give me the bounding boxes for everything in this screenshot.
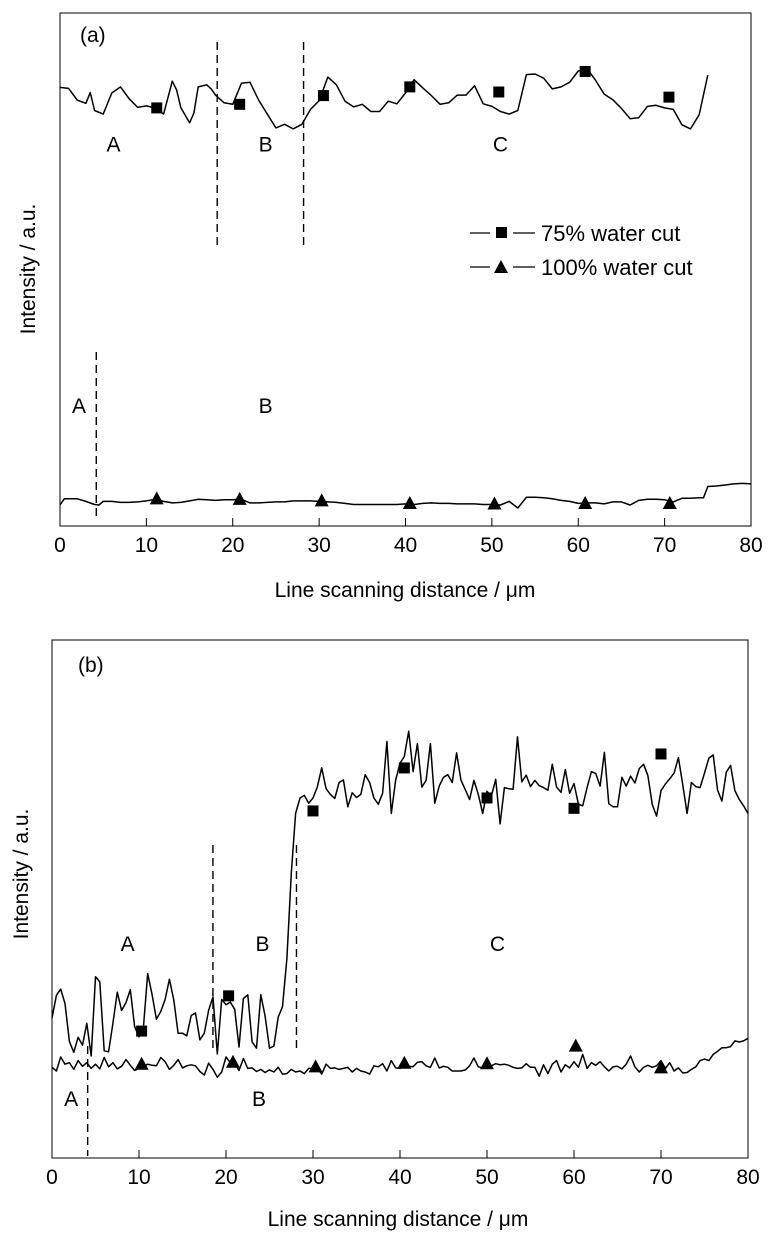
region-label: A [64,1088,78,1111]
x-tick-label: 10 [127,1166,150,1189]
square-marker-icon [496,227,507,238]
triangle-marker-icon [494,260,508,273]
series-markers [134,748,668,1074]
x-tick-label: 50 [480,534,503,557]
triangle-marker [134,1056,149,1070]
region-label: A [121,933,135,956]
x-tick-label: 80 [736,1166,759,1189]
triangle-marker [487,496,502,510]
x-tick-label: 0 [54,534,66,557]
series-lines [51,730,749,1078]
square-marker [317,90,329,102]
triangle-marker [662,495,677,509]
square-marker [655,748,667,760]
region-labels: A B C A B [64,933,505,1111]
square-marker [404,81,416,93]
panel-a: (a) Line scanning distance / μm Intensit… [17,12,763,602]
triangle-marker [654,1060,668,1074]
triangle-marker [308,1059,323,1073]
x-tick-label: 60 [567,534,590,557]
square-marker [398,762,410,774]
triangle-marker [232,491,247,505]
region-label: B [256,933,270,956]
x-ticks: 0 10 20 30 40 50 60 70 80 [46,1150,760,1189]
x-tick-label: 10 [135,534,158,557]
triangle-marker [225,1054,240,1068]
square-marker [151,102,163,114]
square-marker [234,98,246,110]
x-tick-label: 80 [739,534,762,557]
square-marker [493,86,505,98]
square-marker [663,91,675,103]
legend-label: 75% water cut [541,221,680,246]
triangle-marker [397,1055,412,1069]
x-tick-label: 30 [307,534,330,557]
region-label: B [259,134,273,157]
triangle-marker [480,1056,494,1070]
x-axis-label: Line scanning distance / μm [268,1208,529,1231]
series-lines [59,67,752,509]
plot-frame [51,639,749,1159]
series-markers [149,65,677,510]
legend: 75% water cut 100% water cut [470,221,693,280]
x-tick-label: 70 [653,534,676,557]
region-labels: A B C A B [72,134,508,419]
boundaries [95,42,305,520]
x-tick-label: 20 [221,534,244,557]
triangle-marker [314,493,329,507]
triangle-marker [402,495,417,509]
x-tick-label: 30 [301,1166,324,1189]
y-axis-label: Intensity / a.u. [17,204,40,335]
x-tick-label: 40 [388,1166,411,1189]
region-label: C [490,933,505,956]
x-tick-label: 70 [649,1166,672,1189]
square-marker [568,802,580,814]
y-axis-label: Intensity / a.u. [10,809,33,940]
x-tick-label: 50 [475,1166,498,1189]
x-tick-label: 20 [214,1166,237,1189]
series-line-triangle [59,482,752,509]
region-label: B [252,1088,266,1111]
legend-entry-75: 75% water cut [470,221,680,246]
legend-entry-100: 100% water cut [470,255,693,280]
triangle-marker [568,1038,583,1052]
series-line-square [59,67,709,130]
square-marker [307,805,319,817]
series-line-square [51,730,749,1057]
series-line-triangle [51,1037,749,1078]
triangle-marker [149,491,164,505]
region-label: A [72,395,86,418]
x-ticks: 0 10 20 30 40 50 60 70 80 [54,518,763,557]
region-label: B [259,395,273,418]
square-marker [223,990,235,1002]
x-tick-label: 40 [394,534,417,557]
panel-label: (a) [80,24,106,47]
panel-b: (b) Line scanning distance / μm Intensit… [10,639,760,1231]
square-marker [579,65,591,77]
panel-label: (b) [78,654,104,677]
x-tick-label: 60 [562,1166,585,1189]
x-axis-label: Line scanning distance / μm [275,579,536,602]
region-label: C [493,134,508,157]
legend-label: 100% water cut [541,255,693,280]
square-marker [481,792,493,804]
square-marker [136,1025,148,1037]
region-label: A [107,134,121,157]
triangle-marker [578,495,593,509]
x-tick-label: 0 [46,1166,58,1189]
